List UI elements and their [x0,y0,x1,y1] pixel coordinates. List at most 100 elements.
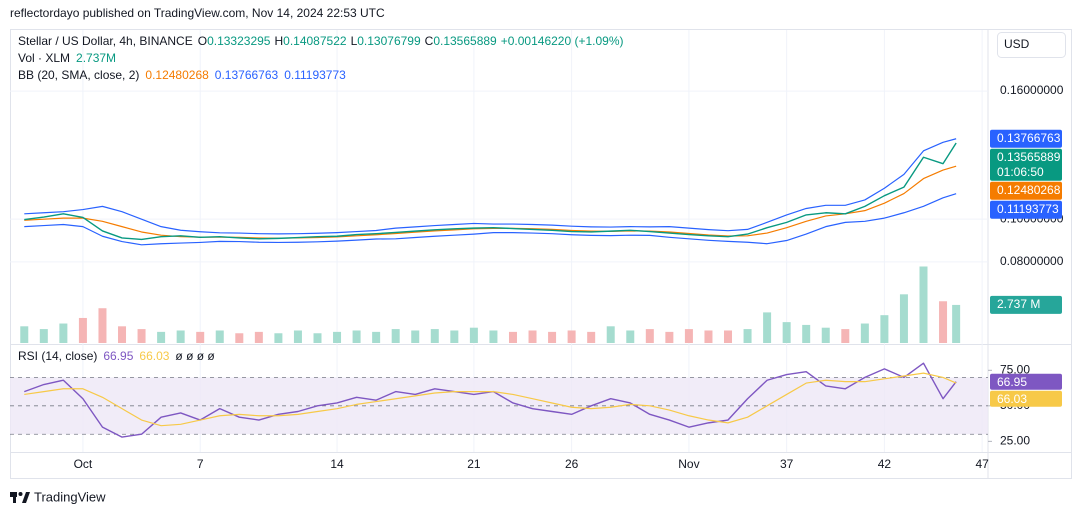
volume-bar [782,322,791,343]
volume-bar [763,312,772,343]
price-tag-label: 0.12480268 [997,183,1061,197]
x-tick-label: 37 [780,457,794,471]
volume-bar [313,333,322,343]
volume-bar [880,315,889,343]
volume-bar [952,304,961,343]
logo-dot [18,492,23,496]
volume-bar [293,330,302,343]
rsi-value: 66.95 [103,349,133,363]
x-tick-label: 47 [975,457,989,471]
volume-bar [59,323,68,343]
volume-bar [919,266,928,343]
volume-bar [450,330,459,343]
ohlc-value: 0.13565889 [433,34,497,48]
volume-bar [98,308,107,343]
volume-bar [860,323,869,343]
volume-bar [215,330,224,343]
volume-bar [78,317,87,343]
volume-legend: Vol · XLM 2.737M [18,51,116,65]
x-tick-label: Nov [678,457,699,471]
volume-bar [821,327,830,343]
volume-bar [508,331,517,343]
price-tag-label: 0.11193773 [997,202,1059,216]
price-tag [990,129,1062,148]
bb-value: 0.12480268 [145,68,209,82]
price-tag [990,181,1062,200]
volume-bar [528,330,537,343]
bb-value: 0.11193773 [284,68,346,82]
y-tick-label: 0.08000000 [1000,254,1064,268]
footer-brand: TradingView [34,489,106,504]
volume-bar [704,330,713,343]
volume-bar [587,331,596,343]
footer-logo [10,492,30,503]
bb-title: BB (20, SMA, close, 2) [18,68,139,82]
volume-bar [20,326,29,343]
volume-bar [567,330,576,343]
bb-value: 0.13766763 [215,68,279,82]
currency-label[interactable]: USD [1004,37,1030,51]
volume-bar [606,326,615,343]
price-tag [990,148,1062,181]
symbol-title: Stellar / US Dollar, 4h, BINANCE [18,34,193,48]
price-tag [990,295,1062,314]
volume-bar [118,326,127,343]
ohlc-key: H [274,34,283,48]
x-tick-label: 21 [467,457,481,471]
volume-bar [489,330,498,343]
volume-bar [645,329,654,343]
plot-layer [20,138,961,438]
rsi-legend: RSI (14, close) 66.95 66.03 ø ø ø ø [18,349,215,363]
volume-bar [39,329,48,343]
price-tag-label: 0.13766763 [997,131,1061,145]
volume-bar [724,330,733,343]
legend-layer: Stellar / US Dollar, 4h, BINANCE O0.13323… [18,34,624,363]
volume-bar [841,329,850,343]
price-tag-label: 66.03 [997,392,1027,406]
series-line [24,372,957,427]
volume-bar [391,329,400,343]
volume-value: 2.737M [76,51,116,65]
logo-slash [22,492,30,503]
price-tag-label: 2.737 M [997,297,1040,311]
ohlc-key: L [351,34,358,48]
logo-stem [13,492,16,503]
ohlc-value: 0.13076799 [357,34,421,48]
price-tag-label: 01:06:50 [997,165,1044,179]
ohlc-value: 0.14087522 [283,34,347,48]
rsi-title: RSI (14, close) [18,349,97,363]
series-line [24,142,957,241]
volume-title: Vol · XLM [18,51,70,65]
rsi-tick-label: 75.00 [1000,362,1030,376]
bb-line [24,138,957,235]
symbol-legend: Stellar / US Dollar, 4h, BINANCE O0.13323… [18,34,624,48]
currency-button[interactable] [997,32,1066,58]
x-tick-label: 7 [197,457,204,471]
bb-line [24,193,957,246]
volume-bar [137,329,146,343]
price-tag [990,373,1062,390]
volume-bar [411,330,420,343]
x-tick-label: 26 [565,457,579,471]
volume-bar [684,329,693,343]
volume-bar [939,301,948,343]
bb-legend: BB (20, SMA, close, 2) 0.12480268 0.137667… [18,68,346,82]
volume-bar [333,331,342,343]
volume-bar [235,333,244,343]
ohlc-value: 0.13323295 [207,34,271,48]
rsi-na: ø ø ø ø [175,349,215,363]
ohlc-key: O [198,34,207,48]
volume-bar [899,294,908,343]
volume-bar [254,331,263,343]
price-tag-label: 66.95 [997,375,1027,389]
grid-layer: Oct7142126Nov3742470.080000000.100000000… [10,30,1064,471]
x-tick-label: 42 [878,457,892,471]
publish-header: reflectordayo published on TradingView.c… [10,6,385,20]
volume-bar [196,331,205,343]
rsi-value: 66.03 [139,349,169,363]
change-value: +0.00146220 (+1.09%) [501,34,624,48]
price-tag [990,390,1062,407]
